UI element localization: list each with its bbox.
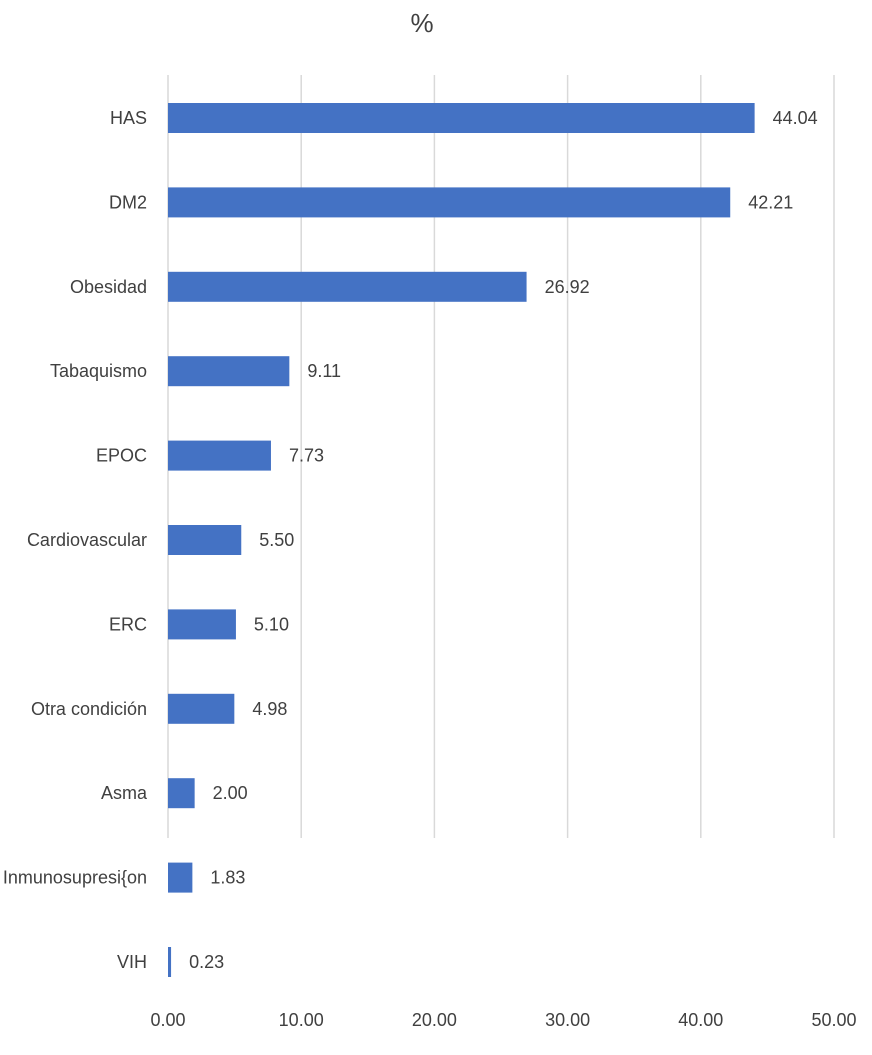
category-label: Tabaquismo — [50, 361, 147, 381]
category-label: Inmunosupresi{on — [3, 868, 147, 888]
data-label: 1.83 — [210, 868, 245, 888]
bar — [168, 356, 290, 387]
data-label: 26.92 — [545, 277, 590, 297]
data-label: 42.21 — [748, 192, 793, 212]
bar — [168, 947, 172, 977]
value-labels: 44.04 42.21 26.92 9.11 7.73 5.50 5.10 4.98 2.00 1… — [189, 108, 818, 972]
data-label: 5.50 — [259, 530, 294, 550]
category-label: VIH — [117, 952, 147, 972]
x-tick-label: 40.00 — [678, 1010, 723, 1030]
bar — [168, 525, 242, 555]
category-label: Obesidad — [70, 277, 147, 297]
data-label: 5.10 — [254, 614, 289, 634]
x-axis-tick-labels: 0.00 10.00 20.00 30.00 40.00 50.00 — [150, 1010, 856, 1030]
data-label: 2.00 — [213, 783, 248, 803]
bar — [168, 103, 755, 133]
chart-title: % — [410, 8, 433, 38]
bar — [168, 693, 235, 724]
bar — [168, 778, 195, 809]
bar — [168, 187, 731, 218]
category-label: Cardiovascular — [27, 530, 147, 550]
bar — [168, 440, 271, 471]
data-label: 7.73 — [289, 446, 324, 466]
category-label: HAS — [110, 108, 147, 128]
category-label: DM2 — [109, 192, 147, 212]
x-tick-label: 20.00 — [412, 1010, 457, 1030]
category-labels: HAS DM2 Obesidad Tabaquismo EPOC Cardiovascul… — [3, 108, 148, 972]
x-tick-label: 10.00 — [279, 1010, 324, 1030]
x-tick-label: 50.00 — [811, 1010, 856, 1030]
bar — [168, 862, 193, 893]
x-tick-label: 30.00 — [545, 1010, 590, 1030]
category-label: ERC — [109, 614, 147, 634]
category-label: Asma — [101, 783, 148, 803]
bar — [168, 271, 527, 302]
data-label: 9.11 — [307, 361, 341, 381]
category-label: EPOC — [96, 446, 147, 466]
category-label: Otra condición — [31, 699, 147, 719]
data-label: 0.23 — [189, 952, 224, 972]
data-label: 4.98 — [252, 699, 287, 719]
x-tick-label: 0.00 — [150, 1010, 185, 1030]
bar — [168, 609, 236, 640]
bars — [168, 103, 755, 977]
data-label: 44.04 — [773, 108, 818, 128]
